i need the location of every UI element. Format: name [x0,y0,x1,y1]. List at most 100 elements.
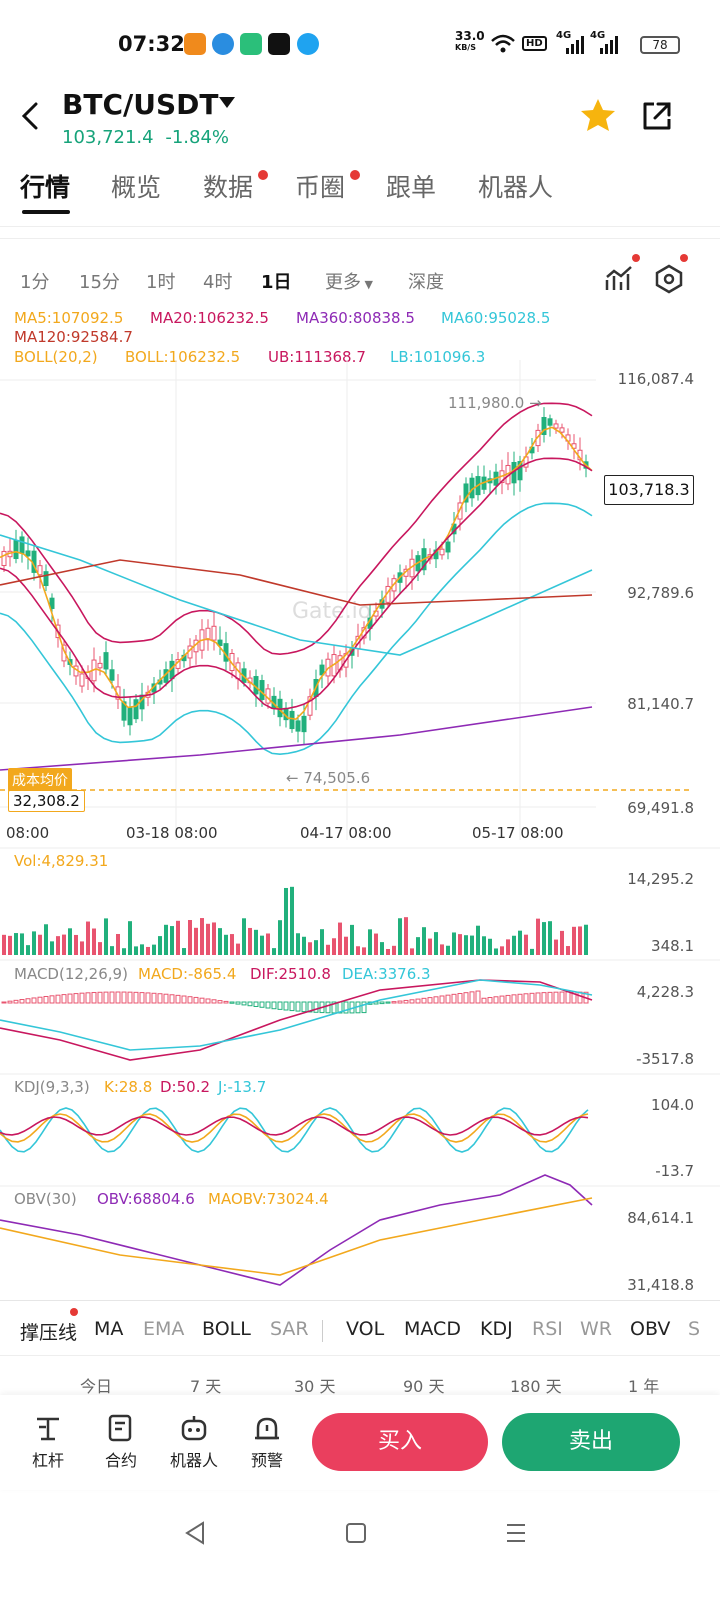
period-7d[interactable]: 7 天 [190,1377,222,1396]
sell-button[interactable]: 卖出 [502,1413,680,1471]
candle [307,696,313,716]
axis-label: 104.0 [651,1096,694,1114]
period-30d[interactable]: 30 天 [294,1377,336,1396]
tab-bots[interactable]: 机器人 [478,173,554,202]
nav-back-icon[interactable] [184,1521,206,1545]
timeframe-1m[interactable]: 1分 [20,272,50,293]
volume-bar [572,926,576,955]
share-icon[interactable] [640,99,674,133]
bot-button[interactable]: 机器人 [164,1413,224,1471]
tab-data[interactable]: 数据 [203,173,254,202]
timeframe-1d[interactable]: 1日 [261,272,292,293]
timeframe-depth[interactable]: 深度 [408,272,444,293]
back-arrow-icon[interactable] [18,100,42,132]
kline-chart[interactable]: Gate.io [0,360,720,1300]
tab-copy-trading[interactable]: 跟单 [386,173,437,202]
macd-bar [85,992,91,1004]
volume-bar [50,941,54,955]
indicator-tab-wr[interactable]: WR [580,1318,612,1340]
volume-bar [218,928,222,955]
nav-menu-icon[interactable] [505,1522,527,1544]
candle [211,625,217,641]
candle [133,699,139,720]
buy-button[interactable]: 买入 [312,1413,488,1471]
indicator-tab-rsi[interactable]: RSI [532,1318,563,1340]
tab-community[interactable]: 币圈 [295,173,346,202]
indicator-tab-vol[interactable]: VOL [346,1318,385,1340]
low-price-marker: ← 74,505.6 [286,769,371,787]
macd-bar [43,995,49,1004]
timeframe-4h[interactable]: 4时 [203,272,233,293]
tab-market[interactable]: 行情 [20,173,71,202]
indicator-tab-obv[interactable]: OBV [630,1318,671,1340]
volume-bar [182,948,186,955]
volume-bar [428,938,432,955]
candles [1,407,589,746]
volume-bar [170,926,174,955]
futures-button[interactable]: 合约 [91,1413,151,1471]
settings-hex-icon[interactable] [654,264,684,294]
volume-bar [284,887,288,955]
macd-bar [67,993,73,1004]
volume-bar [560,930,564,955]
pair-dropdown-caret-icon[interactable] [218,96,236,110]
indicator-tab-more[interactable]: S [688,1318,701,1340]
macd-bar [139,992,145,1004]
kdj-d-line [0,1116,589,1136]
period-180d[interactable]: 180 天 [510,1377,562,1396]
candle [43,571,49,587]
volume-bar [56,936,60,955]
timeframe-15m[interactable]: 15分 [79,272,120,293]
macd-bar [313,1001,319,1013]
indicator-chart-icon[interactable] [604,264,634,294]
period-today[interactable]: 今日 [80,1377,113,1396]
indicator-tab-boll[interactable]: BOLL [202,1318,251,1340]
volume-bar [524,934,528,955]
timeframe-1h[interactable]: 1时 [146,272,176,293]
volume-bar [512,935,516,955]
cost-average-label: 成本均价 [8,768,72,792]
tab-overview[interactable]: 概览 [111,173,162,202]
indicator-tab-kdj[interactable]: KDJ [480,1318,513,1340]
candle [259,680,265,700]
indicator-tab-macd[interactable]: MACD [404,1318,461,1340]
volume-bar [176,920,180,955]
timeframe-more[interactable]: 更多 ▼ [325,268,373,294]
ma60-line [0,534,593,656]
indicator-tab-ma[interactable]: MA [94,1318,124,1340]
candle [121,701,127,721]
cost-average-value: 32,308.2 [8,790,85,812]
favorite-star-icon[interactable] [580,98,616,132]
volume-bar [158,936,162,955]
macd-bar [73,993,79,1004]
moving-average-lines [0,402,593,771]
volume-bar [260,935,264,955]
indicator-tab-ema[interactable]: EMA [143,1318,185,1340]
leverage-icon [37,1417,59,1441]
volume-bar [374,933,378,955]
volume-bar [470,935,474,955]
volume-bar [224,934,228,955]
volume-bar [422,927,426,955]
candle [295,720,301,732]
leverage-button[interactable]: 杠杆 [18,1413,78,1471]
period-1y[interactable]: 1 年 [628,1377,660,1396]
alert-button[interactable]: 预警 [237,1413,297,1471]
volume-bar [368,929,372,955]
macd-bar [13,999,19,1004]
indicator-tab-support-resistance[interactable]: 撑压线 [20,1322,78,1344]
pair-title[interactable]: BTC/USDT [62,88,219,121]
axis-label: 348.1 [651,937,694,955]
volume-bar [350,924,354,955]
boll-params: BOLL(20,2) [14,348,98,366]
period-90d[interactable]: 90 天 [403,1377,445,1396]
candle [463,483,469,503]
volume-bar [554,939,558,955]
macd-bar [103,991,109,1004]
indicator-tab-sar[interactable]: SAR [270,1318,309,1340]
nav-home-icon[interactable] [345,1522,367,1544]
volume-bar [14,933,18,955]
app-notification-icon [240,33,262,55]
volume-bar [440,944,444,955]
volume-bar [464,935,468,955]
